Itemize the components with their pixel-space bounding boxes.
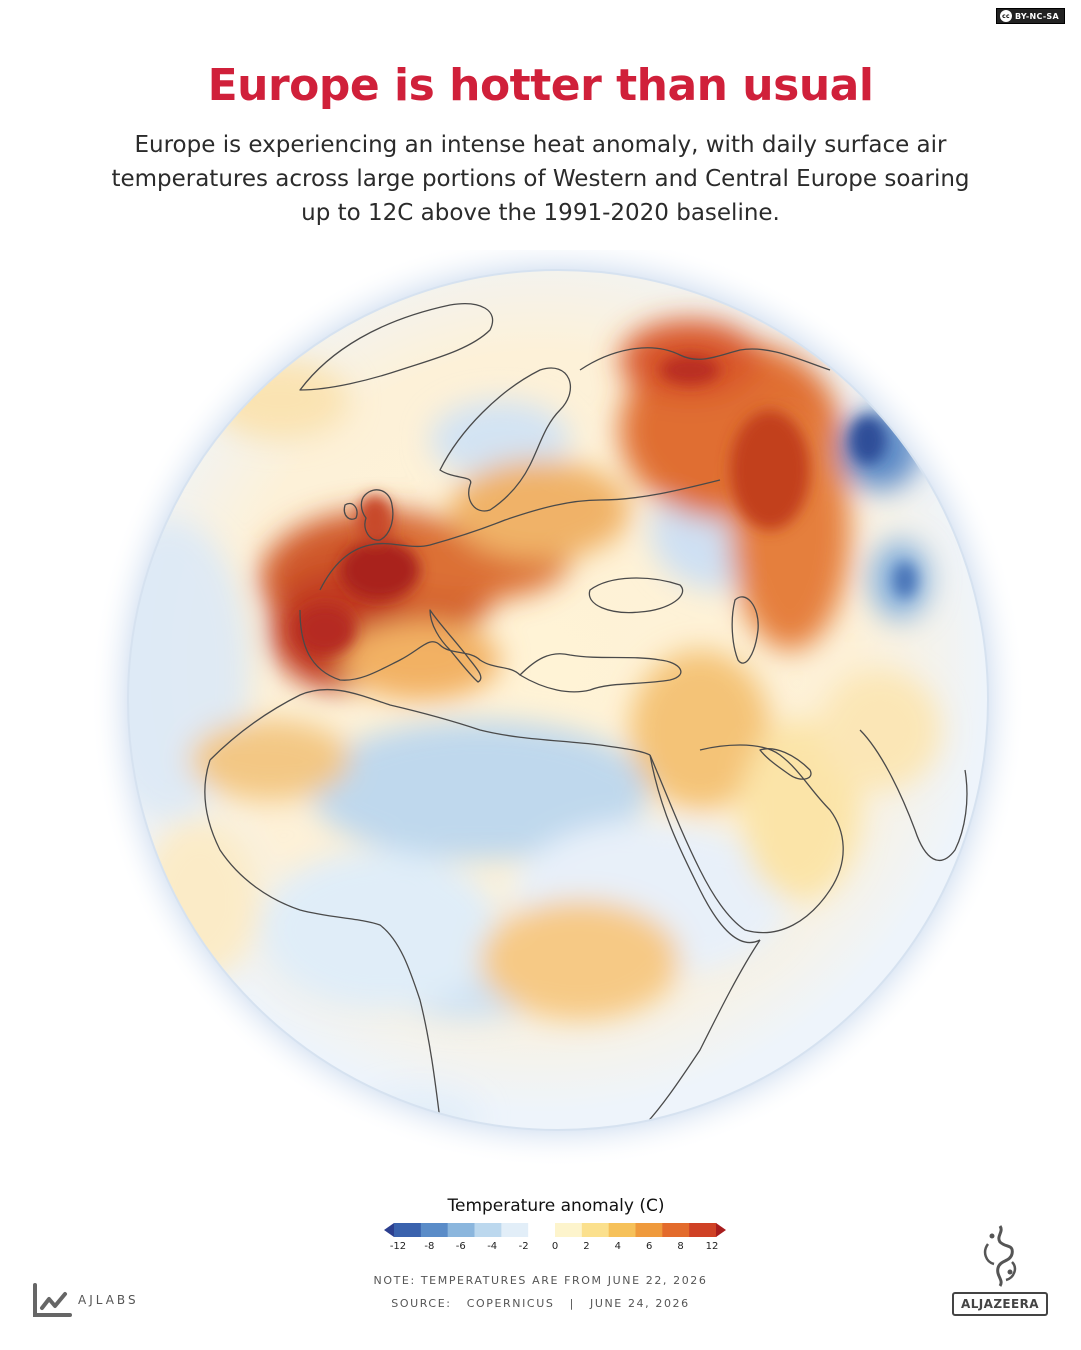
legend-swatch bbox=[528, 1223, 556, 1237]
legend-tick-label: -2 bbox=[518, 1241, 529, 1252]
license-text: BY-NC-SA bbox=[1014, 11, 1059, 21]
page-title: Europe is hotter than usual bbox=[207, 60, 874, 111]
legend-swatch bbox=[394, 1223, 422, 1237]
legend-tick-label: 0 bbox=[551, 1241, 559, 1252]
note-text: NOTE: TEMPERATURES ARE FROM JUNE 22, 202… bbox=[373, 1274, 708, 1287]
legend-tick-label: -4 bbox=[487, 1241, 498, 1252]
legend-tick-label: -8 bbox=[424, 1241, 435, 1252]
ajlabs-text: AJLABS bbox=[78, 1293, 139, 1307]
legend-tick-label: 4 bbox=[614, 1241, 621, 1252]
source-line: SOURCE: COPERNICUS | JUNE 24, 2026 bbox=[0, 1297, 1081, 1310]
page-subtitle: Europe is experiencing an intense heat a… bbox=[111, 132, 970, 226]
coastlines bbox=[204, 303, 968, 1130]
cc-icon: cc bbox=[999, 10, 1012, 22]
legend-tick-label: 2 bbox=[583, 1241, 590, 1252]
source-separator: | bbox=[569, 1297, 575, 1310]
source-date: JUNE 24, 2026 bbox=[589, 1297, 690, 1310]
ajlabs-chart-icon bbox=[33, 1283, 72, 1317]
source-name: COPERNICUS bbox=[466, 1297, 555, 1310]
legend-swatch bbox=[662, 1223, 690, 1237]
aljazeera-logo: ALJAZEERA bbox=[952, 1222, 1048, 1318]
legend-swatch bbox=[689, 1223, 717, 1237]
legend-swatch bbox=[555, 1223, 583, 1237]
legend-swatch bbox=[608, 1223, 636, 1237]
legend-swatch bbox=[384, 1223, 394, 1237]
legend-tick-label: 8 bbox=[677, 1241, 684, 1252]
ajlabs-logo: AJLABS bbox=[32, 1282, 139, 1318]
legend-color-scale bbox=[384, 1223, 726, 1237]
legend-swatch bbox=[716, 1223, 726, 1237]
legend-swatch bbox=[474, 1223, 502, 1237]
legend-swatch bbox=[420, 1223, 449, 1237]
legend-tick-label: 6 bbox=[646, 1241, 653, 1252]
license-badge: cc BY-NC-SA bbox=[995, 8, 1065, 24]
legend-ticks: -12 -8 -6 -4 -2 0 2 4 6 8 12 bbox=[384, 1241, 726, 1255]
source-label: SOURCE: bbox=[391, 1297, 452, 1310]
legend-swatch bbox=[447, 1223, 475, 1237]
legend-tick-label: -6 bbox=[455, 1241, 466, 1252]
aljazeera-wordmark: ALJAZEERA bbox=[952, 1292, 1048, 1316]
globe-map bbox=[0, 250, 1081, 1170]
legend-swatch bbox=[501, 1223, 529, 1237]
legend-tick-label: 12 bbox=[705, 1241, 719, 1252]
legend-swatch bbox=[635, 1223, 663, 1237]
legend-swatch bbox=[581, 1223, 610, 1237]
aljazeera-calligraphy-icon bbox=[983, 1225, 1017, 1287]
legend-tick-label: -12 bbox=[389, 1241, 407, 1252]
legend-title: Temperature anomaly (C) bbox=[447, 1196, 665, 1216]
